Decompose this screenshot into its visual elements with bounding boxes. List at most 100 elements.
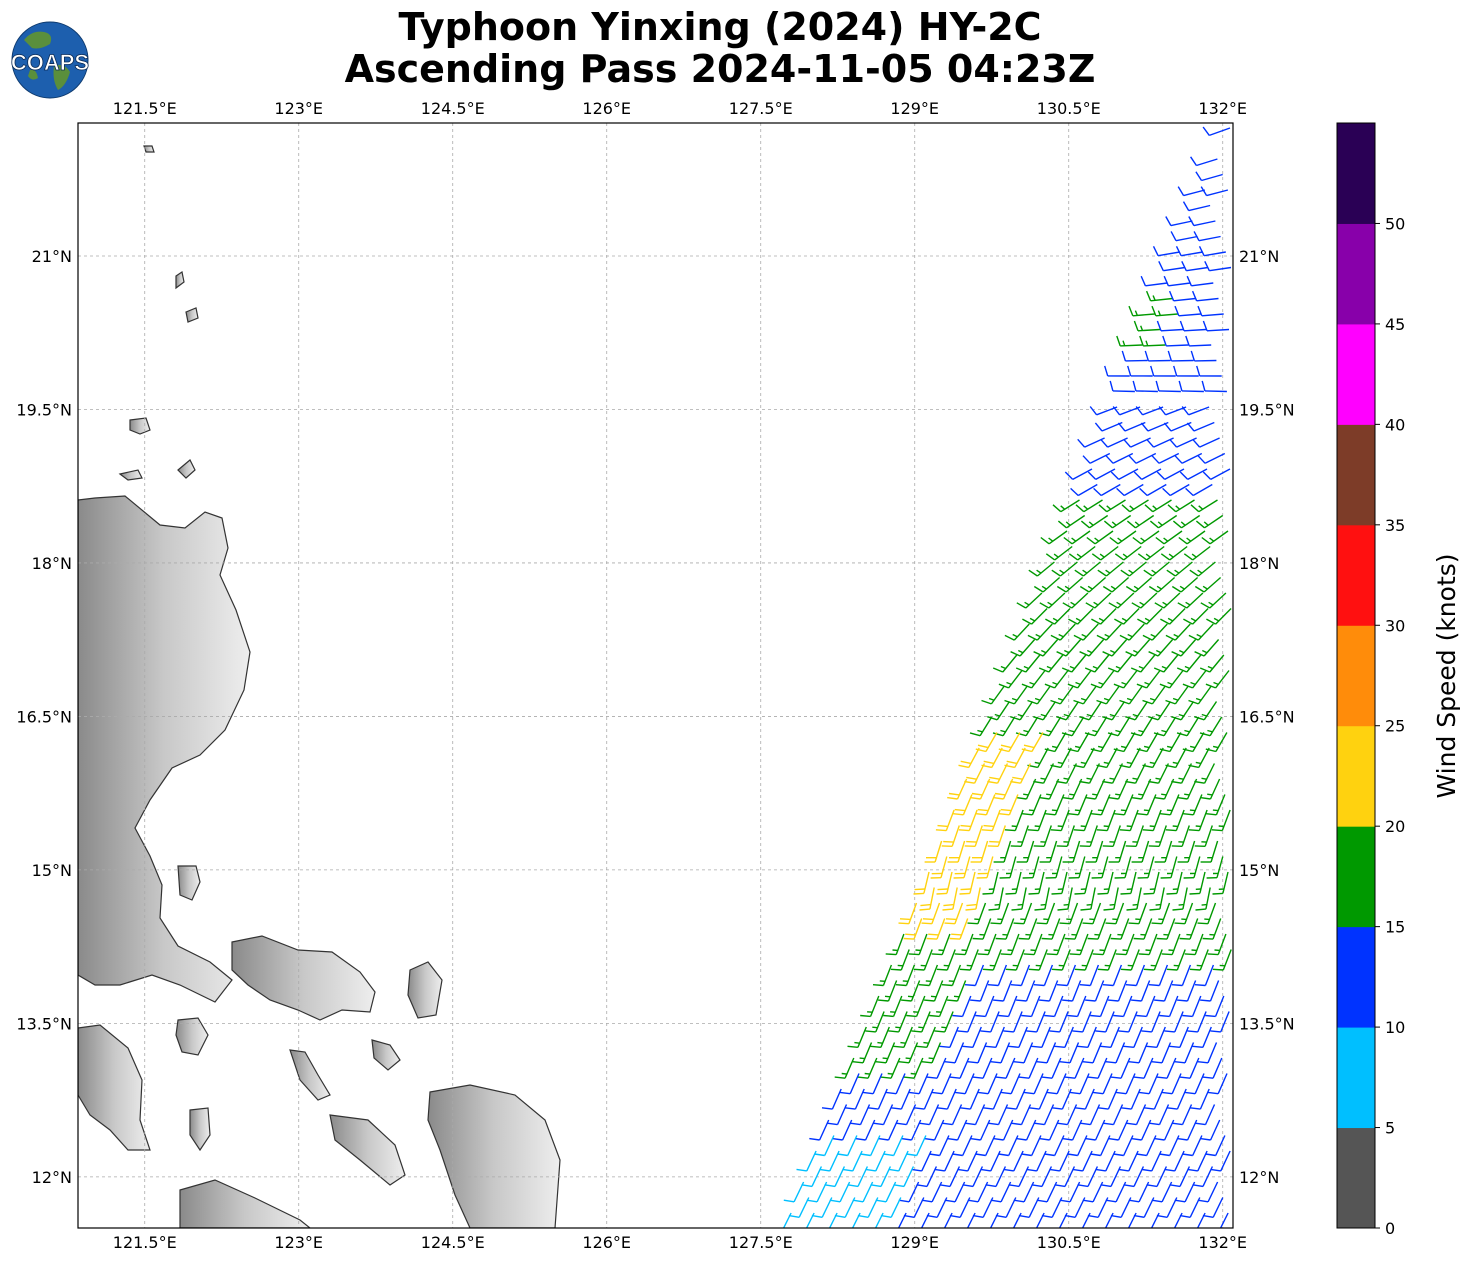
wind-barb [1161,1073,1182,1095]
wind-barb [1130,654,1156,673]
wind-barb [1097,561,1124,577]
wind-barb [980,1011,1000,1033]
wind-barb [1105,1042,1126,1064]
wind-barb [1155,530,1183,545]
wind-barb [1125,701,1149,721]
wind-barb [901,1119,922,1141]
lon-tick-bottom-4: 127.5°E [729,1233,793,1252]
wind-barb [898,1181,920,1203]
wind-barb [1115,1073,1136,1095]
wind-barb [944,1181,966,1203]
wind-barb [957,1011,977,1033]
wind-barb [1107,654,1133,673]
wind-barb [1095,1150,1116,1172]
wind-barb [1177,778,1198,800]
wind-barb [1118,1011,1138,1033]
wind-barb [1051,561,1078,577]
colorbar-tick-0: 0 [1385,1219,1395,1238]
wind-barb [1146,1166,1168,1188]
wind-barb [1064,468,1093,481]
wind-barb [1170,231,1198,242]
wind-barb [1013,1181,1035,1203]
wind-barb [962,1166,984,1188]
wind-barb [1200,1119,1221,1141]
wind-barb [1005,1088,1026,1110]
wind-barb [1205,794,1226,816]
lon-tick-top-7: 132°E [1198,99,1247,118]
wind-barb [1073,809,1093,832]
wind-barb [1005,949,1025,971]
wind-barb [1058,1212,1068,1228]
wind-barb [1102,964,1123,987]
wind-barb [1069,933,1089,956]
wind-barb [821,1088,842,1110]
wind-barb [1120,949,1140,971]
wind-barb [1190,499,1218,513]
wind-barb [1174,902,1194,925]
wind-barb [1108,592,1135,609]
wind-barb [1202,918,1222,940]
wind-barb [1143,561,1170,577]
wind-barb [1128,1181,1150,1203]
wind-barb [1159,794,1180,816]
wind-barb [1057,514,1086,529]
wind-barb [1105,452,1134,464]
lat-tick-left-1: 19.5°N [16,400,72,419]
colorbar-block-2 [1337,926,1375,1028]
wind-barb [1133,320,1161,332]
wind-barb [824,1166,846,1188]
batanes-island-1 [175,271,185,290]
wind-barb [898,1042,919,1064]
wind-barb [952,1135,973,1157]
wind-barb [1168,290,1196,302]
wind-barb [1062,840,1081,863]
wind-barb [1128,902,1148,925]
wind-barb [929,995,949,1018]
wind-barb [952,794,973,816]
wind-barb [1196,365,1222,377]
luzon-landmass [78,495,251,1003]
wind-barb [1097,1088,1118,1110]
wind-barb [1197,452,1226,464]
wind-barb [964,964,985,987]
wind-barb [987,825,1006,847]
wind-barb [1154,1119,1175,1141]
wind-barb [850,1104,871,1126]
wind-barb [1059,902,1079,925]
wind-barb [1189,871,1206,895]
wind-barb [1131,1119,1152,1141]
wind-barb [970,778,991,800]
wind-barb [1114,608,1140,625]
wind-barb [1211,809,1231,832]
wind-barb [1177,186,1206,197]
wind-barb [1016,840,1035,863]
wind-barb [988,887,1004,911]
wind-barb [875,1042,896,1064]
wind-barb [965,887,981,911]
wind-barb [872,964,893,987]
wind-barb [1021,1135,1042,1157]
map-frame [77,122,1234,1229]
wind-barb [878,980,898,1002]
wind-barb [1189,1088,1210,1110]
wind-barb [1068,856,1086,879]
wind-barb [913,949,933,971]
lon-tick-bottom-7: 132°E [1198,1233,1247,1252]
wind-barb [896,1104,917,1126]
wind-barb [1166,561,1193,577]
wind-barb [1039,1119,1060,1141]
wind-barb [1181,406,1210,416]
wind-barb [844,1088,865,1110]
wind-barb [865,1150,886,1172]
wind-barb [1091,856,1109,879]
wind-barb [1056,964,1077,987]
logo-land-icon [24,31,70,90]
wind-barb [1194,639,1220,657]
wind-barb [1204,260,1232,272]
wind-barb [959,949,979,971]
wind-barb [936,949,956,971]
wind-barb [1109,530,1137,545]
wind-barb [1090,995,1110,1018]
wind-barb [1079,639,1105,657]
wind-barb [1051,949,1071,971]
